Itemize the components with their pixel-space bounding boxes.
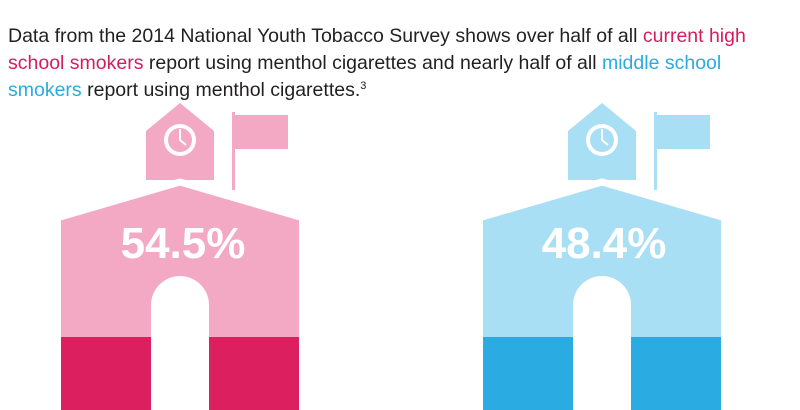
clock-hands (601, 129, 609, 146)
roof (483, 185, 721, 230)
tower-base (146, 160, 214, 180)
flag (654, 115, 710, 149)
headline-text-2: report using menthol cigarettes and near… (143, 51, 602, 74)
flag (232, 115, 288, 149)
roof-trim (457, 178, 747, 228)
headline-text-1: Data from the 2014 National Youth Tobacc… (8, 24, 643, 47)
roof-trim (35, 178, 325, 228)
value-label: 48.4% (542, 219, 667, 268)
headline: Data from the 2014 National Youth Tobacc… (8, 23, 792, 104)
flagpole (232, 112, 235, 190)
highlight-middle-school: middle school smokers (8, 51, 722, 101)
clock-hands (179, 129, 187, 146)
school-building-middle-school: 48.4% (457, 103, 747, 410)
roof (61, 185, 299, 230)
flagpole (654, 112, 657, 190)
value-label: 54.5% (121, 219, 246, 268)
footnote-marker: 3 (360, 79, 367, 92)
highlight-high-school: current high school smokers (8, 24, 746, 74)
door (151, 276, 209, 410)
tower-base (568, 160, 636, 180)
school-building-high-school: 54.5% (35, 103, 325, 410)
door (573, 276, 631, 410)
headline-text-3: report using menthol cigarettes. (81, 78, 361, 101)
